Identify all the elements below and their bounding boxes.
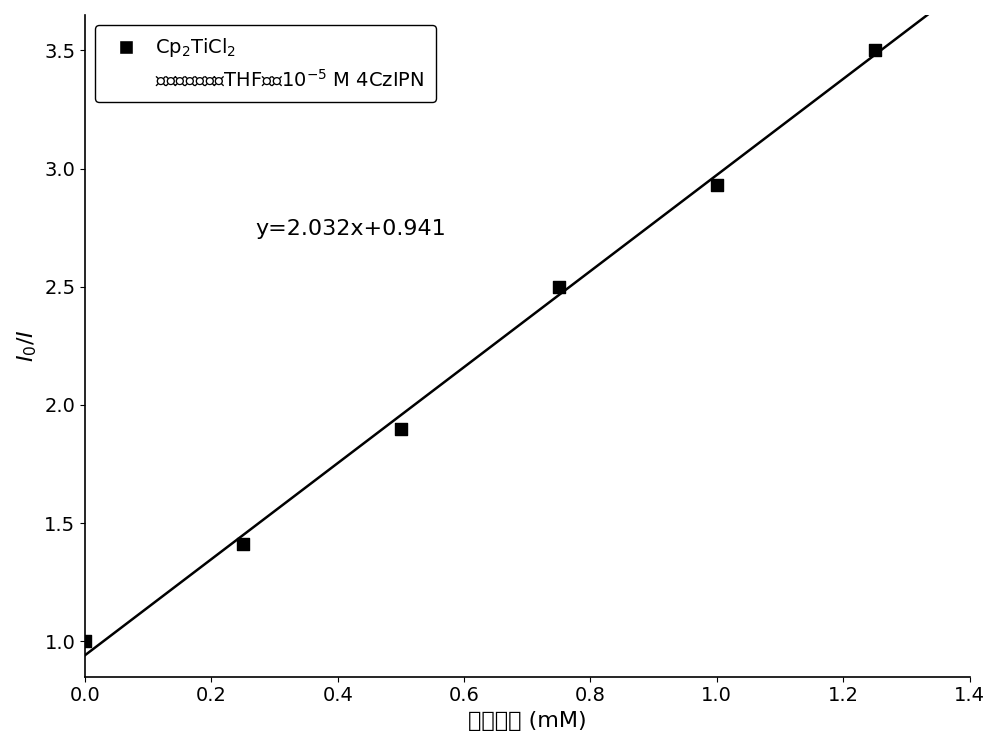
Legend: Cp$_2$TiCl$_2$, 溶于四氢呃嗆（THF）的10$^{-5}$ M 4CzIPN: Cp$_2$TiCl$_2$, 溶于四氢呃嗆（THF）的10$^{-5}$ M … [95,25,436,102]
X-axis label: 淡灭浓度 (mM): 淡灭浓度 (mM) [468,711,587,731]
Point [709,179,725,191]
Point [77,636,93,648]
Point [867,45,883,57]
Point [551,280,567,292]
Text: y=2.032x+0.941: y=2.032x+0.941 [256,219,446,239]
Point [235,539,251,551]
Point [393,422,409,434]
Y-axis label: $I_0/I$: $I_0/I$ [15,330,39,362]
